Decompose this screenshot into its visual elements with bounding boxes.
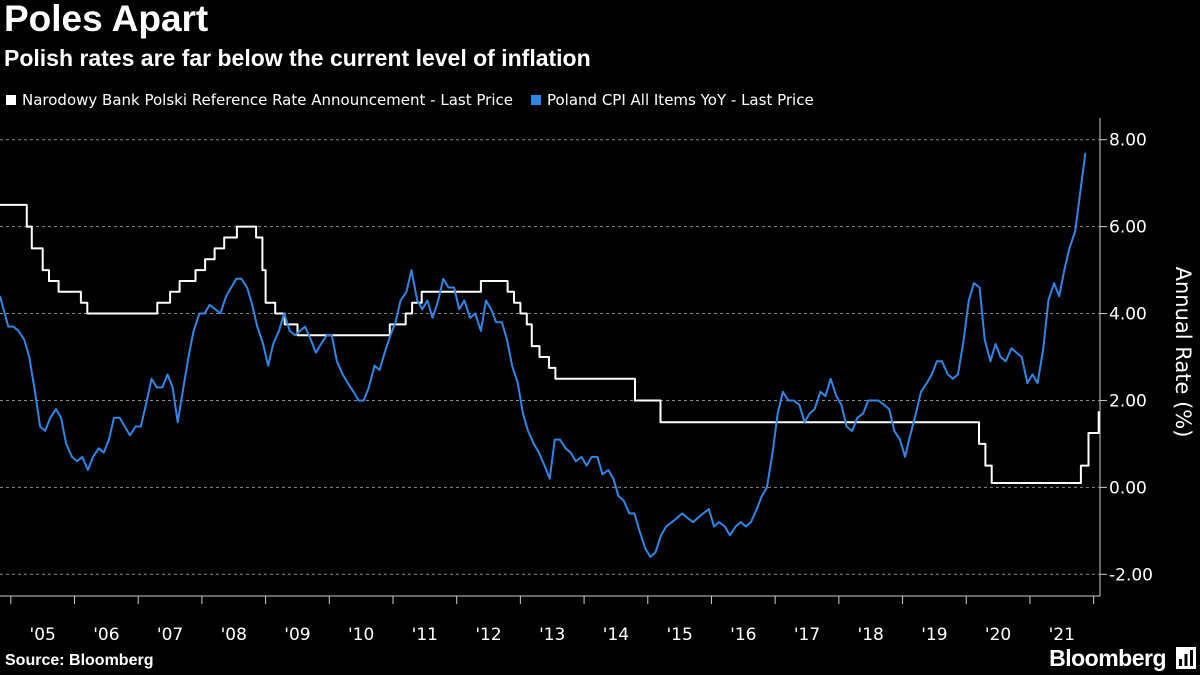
x-tick-label: '08 xyxy=(221,625,247,645)
x-tick-label: '05 xyxy=(30,625,56,645)
y-tick-label: 6.00 xyxy=(1109,218,1147,238)
x-tick-label: '10 xyxy=(348,625,374,645)
x-tick-label: '09 xyxy=(284,625,310,645)
legend-label-cpi: Poland CPI All Items YoY - Last Price xyxy=(546,91,814,109)
x-tick-label: '11 xyxy=(412,625,438,645)
bloomberg-logo-icon xyxy=(1176,647,1196,669)
x-tick-label: '07 xyxy=(157,625,183,645)
y-axis-title: Annual Rate (%) xyxy=(1171,267,1195,438)
x-tick-label: '06 xyxy=(93,625,119,645)
legend-item-reference-rate: Narodowy Bank Polski Reference Rate Anno… xyxy=(6,91,513,109)
chart-title: Poles Apart xyxy=(4,0,209,39)
x-tick-label: '12 xyxy=(475,625,501,645)
series-line-cpi xyxy=(0,152,1087,558)
legend: Narodowy Bank Polski Reference Rate Anno… xyxy=(6,91,832,109)
series-line-reference-rate xyxy=(0,203,1100,484)
x-tick-label: '13 xyxy=(539,625,565,645)
y-tick-label: 0.00 xyxy=(1109,478,1147,498)
x-tick-label: '17 xyxy=(794,625,820,645)
legend-item-cpi: Poland CPI All Items YoY - Last Price xyxy=(530,91,814,109)
x-tick-label: '18 xyxy=(858,625,884,645)
y-tick-label: -2.00 xyxy=(1109,565,1153,585)
x-tick-label: '14 xyxy=(603,625,629,645)
x-tick-label: '15 xyxy=(666,625,692,645)
x-tick-label: '16 xyxy=(730,625,756,645)
y-tick-label: 4.00 xyxy=(1109,305,1147,325)
legend-label-reference-rate: Narodowy Bank Polski Reference Rate Anno… xyxy=(22,91,513,109)
y-tick-label: 8.00 xyxy=(1109,131,1147,151)
source-note: Source: Bloomberg xyxy=(5,652,154,669)
x-tick-label: '19 xyxy=(921,625,947,645)
legend-swatch-cpi xyxy=(530,95,541,105)
bloomberg-logo: Bloomberg xyxy=(1049,645,1166,671)
y-tick-label: 2.00 xyxy=(1109,391,1147,411)
x-tick-label: '21 xyxy=(1049,625,1075,645)
chart-subtitle: Polish rates are far below the current l… xyxy=(4,45,591,71)
legend-swatch-reference-rate xyxy=(6,95,16,105)
x-tick-label: '20 xyxy=(985,625,1011,645)
